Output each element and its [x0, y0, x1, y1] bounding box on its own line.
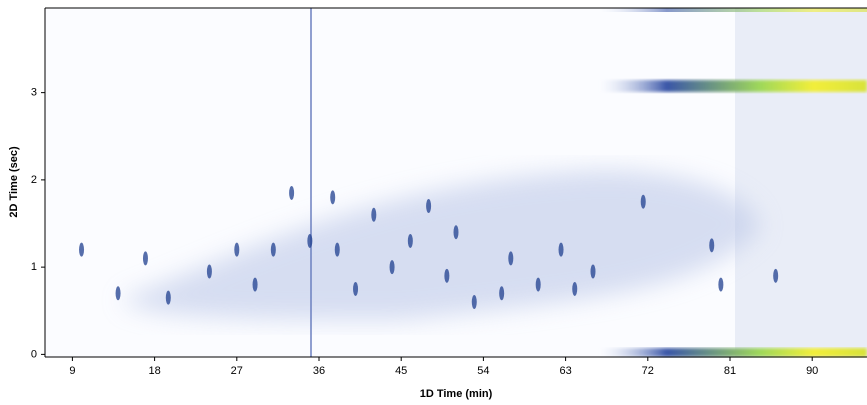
peak: [142, 251, 148, 266]
peak: [389, 260, 395, 275]
x-tick-label: 9: [69, 365, 75, 377]
peak: [252, 277, 258, 292]
y-tick-label: 0: [31, 348, 37, 360]
x-axis-label: 1D Time (min): [420, 388, 493, 400]
peak: [718, 277, 724, 292]
peak: [407, 233, 413, 248]
signal-cloud: [120, 170, 760, 320]
peak: [206, 264, 212, 279]
peak: [558, 242, 564, 257]
peak: [535, 277, 541, 292]
plot-area: [45, 8, 867, 357]
peak: [499, 286, 505, 301]
bleed-band: [600, 348, 867, 357]
x-tick-label: 72: [642, 365, 654, 377]
x-tick-label: 90: [806, 365, 818, 377]
background-haze: [735, 8, 867, 357]
peak: [353, 281, 359, 296]
peak: [426, 199, 432, 214]
peak: [453, 225, 459, 240]
peak: [115, 286, 121, 301]
peak: [572, 281, 578, 296]
peak: [640, 194, 646, 209]
peak: [289, 185, 295, 200]
x-tick-label: 36: [313, 365, 325, 377]
x-tick-label: 81: [724, 365, 736, 377]
y-tick-label: 1: [31, 261, 37, 273]
peak: [307, 233, 313, 248]
y-tick-label: 3: [31, 87, 37, 99]
peak: [234, 242, 240, 257]
peak: [371, 207, 377, 222]
x-tick-label: 54: [477, 365, 489, 377]
peak: [508, 251, 514, 266]
peak: [590, 264, 596, 279]
peak: [165, 290, 171, 305]
peak: [330, 190, 336, 205]
x-tick-label: 63: [559, 365, 571, 377]
x-tick-label: 18: [148, 365, 160, 377]
peak: [709, 238, 715, 253]
bleed-band: [600, 8, 867, 12]
peak: [444, 268, 450, 283]
y-axis-label: 2D Time (sec): [8, 146, 20, 218]
peak: [270, 242, 276, 257]
x-tick-label: 27: [231, 365, 243, 377]
peak: [79, 242, 85, 257]
x-tick-label: 45: [395, 365, 407, 377]
peak: [773, 268, 779, 283]
peak: [334, 242, 340, 257]
bleed-band: [600, 80, 867, 92]
y-tick-label: 2: [31, 174, 37, 186]
peak: [471, 295, 477, 310]
